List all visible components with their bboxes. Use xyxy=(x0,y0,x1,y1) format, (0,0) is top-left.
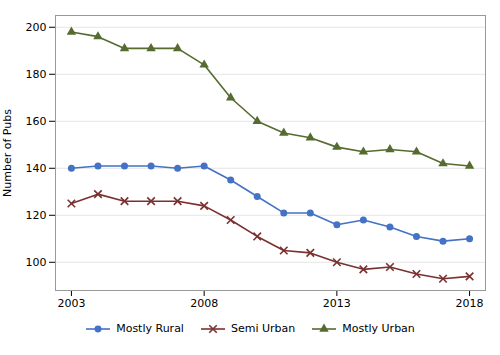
html-text:Mostly Rural: Mostly Rural xyxy=(116,322,184,335)
svg-text:120: 120 xyxy=(26,209,47,222)
svg-text:2018: 2018 xyxy=(456,297,484,310)
svg-text:2008: 2008 xyxy=(190,297,218,310)
svg-text:2013: 2013 xyxy=(323,297,351,310)
html-text:Mostly Urban: Mostly Urban xyxy=(342,322,415,335)
svg-text:140: 140 xyxy=(26,162,47,175)
svg-text:100: 100 xyxy=(26,256,47,269)
svg-text:180: 180 xyxy=(26,68,47,81)
svg-text:Number of Pubs: Number of Pubs xyxy=(1,109,14,197)
svg-text:160: 160 xyxy=(26,115,47,128)
svg-text:200: 200 xyxy=(26,21,47,34)
svg-text:2003: 2003 xyxy=(57,297,85,310)
html-text:Semi Urban: Semi Urban xyxy=(230,322,296,335)
